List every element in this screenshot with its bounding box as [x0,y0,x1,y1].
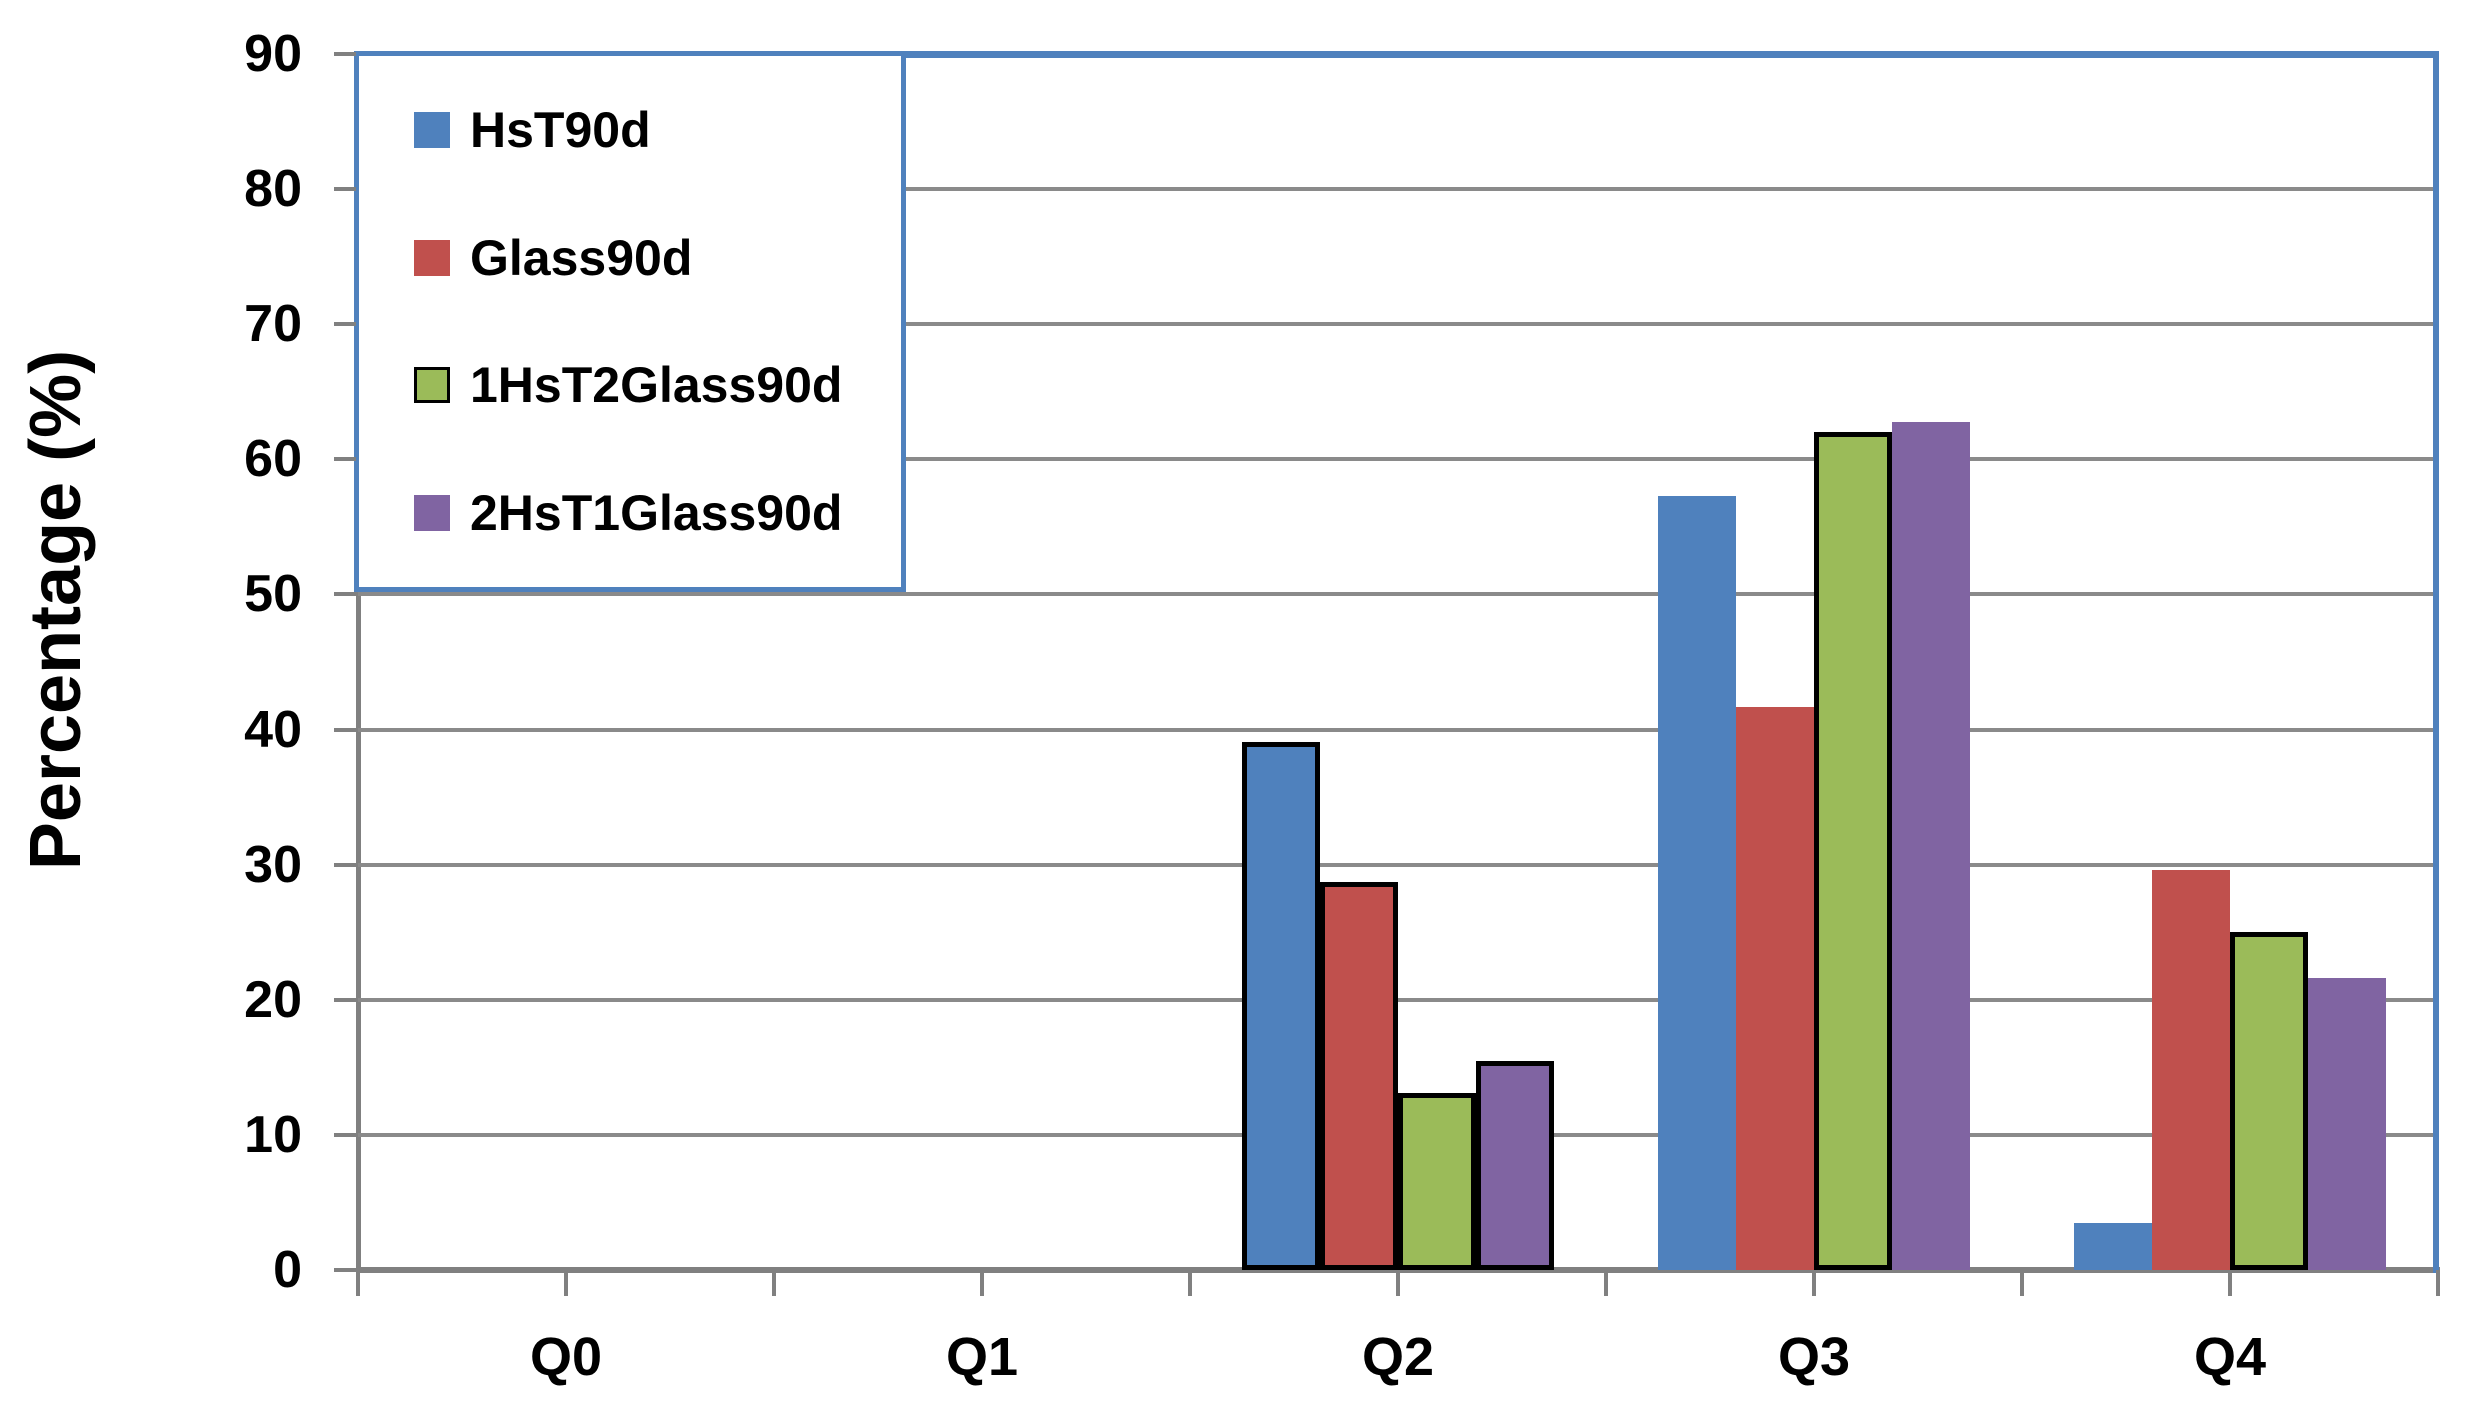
plot-border-top [358,51,2438,58]
y-tick-label-10: 10 [244,1105,302,1164]
y-tick-label-40: 40 [244,700,302,759]
legend-label-HsT90d: HsT90d [470,101,651,158]
x-tick-10 [2436,1270,2440,1296]
gridline-30 [358,862,2438,867]
legend-swatch-HsT90d [414,111,450,148]
gridline-20 [358,997,2438,1002]
bar-Glass90d-Q2 [1320,882,1398,1270]
bar-Glass90d-Q3 [1736,706,1814,1270]
legend-swatch-Glass90d [414,239,450,276]
x-category-label-Q1: Q1 [945,1327,1019,1387]
bar-2HsT1Glass90d-Q2 [1476,1060,1554,1270]
y-tick-80 [334,187,356,192]
gridline-40 [358,727,2438,732]
y-tick-label-50: 50 [244,565,302,624]
gridline-70 [358,322,2438,327]
legend-item-2HsT1Glass90d: 2HsT1Glass90d [414,484,901,542]
legend-label-1HsT2Glass90d: 1HsT2Glass90d [470,357,843,414]
legend-swatch-2HsT1Glass90d [414,495,450,532]
gridline-50 [358,592,2438,597]
x-category-label-Q3: Q3 [1777,1327,1851,1387]
bar-2HsT1Glass90d-Q3 [1892,421,1970,1270]
x-tick-6 [1604,1270,1608,1296]
y-tick-label-20: 20 [244,970,302,1029]
bar-HsT90d-Q4 [2074,1222,2152,1270]
legend: HsT90d Glass90d 1HsT2Glass90d 2HsT1Glass90d [354,51,906,592]
gridline-60 [358,457,2438,462]
x-tick-3 [980,1270,984,1296]
y-tick-90 [334,52,356,56]
y-tick-50 [334,592,356,597]
bar-HsT90d-Q3 [1658,495,1736,1270]
y-tick-70 [334,322,356,327]
legend-item-Glass90d: Glass90d [414,229,901,287]
y-tick-label-0: 0 [273,1241,302,1299]
y-tick-10 [334,1132,356,1137]
x-tick-5 [1396,1270,1400,1296]
x-tick-9 [2228,1270,2232,1296]
x-tick-0 [356,1270,360,1296]
y-tick-40 [334,727,356,732]
x-tick-2 [772,1270,776,1296]
bar-2HsT1Glass90d-Q4 [2308,978,2386,1270]
y-tick-60 [334,457,356,462]
bar-1HsT2Glass90d-Q2 [1398,1093,1476,1270]
gridline-80 [358,187,2438,192]
x-tick-8 [2020,1270,2024,1296]
x-category-label-Q2: Q2 [1361,1327,1435,1387]
bar-Glass90d-Q4 [2152,870,2230,1270]
bar-1HsT2Glass90d-Q4 [2230,932,2308,1270]
legend-item-1HsT2Glass90d: 1HsT2Glass90d [414,356,901,414]
y-tick-label-60: 60 [244,430,302,489]
legend-label-2HsT1Glass90d: 2HsT1Glass90d [470,485,843,542]
y-axis-title: Percentage (%) [16,349,96,871]
x-tick-1 [564,1270,568,1296]
y-tick-label-70: 70 [244,295,302,354]
y-tick-20 [334,997,356,1002]
y-tick-label-80: 80 [244,160,302,219]
plot-border-right [2433,51,2439,1273]
x-tick-4 [1188,1270,1192,1296]
y-tick-label-30: 30 [244,835,302,894]
x-category-label-Q0: Q0 [529,1327,603,1387]
legend-label-Glass90d: Glass90d [470,229,693,286]
legend-item-HsT90d: HsT90d [414,101,901,159]
bar-HsT90d-Q2 [1242,741,1320,1270]
x-category-label-Q4: Q4 [2193,1327,2267,1387]
y-tick-0 [334,1268,356,1272]
y-tick-label-90: 90 [244,25,302,83]
y-tick-30 [334,862,356,867]
x-tick-7 [1812,1270,1816,1296]
y-axis-line [356,54,361,1270]
legend-swatch-1HsT2Glass90d [414,367,450,404]
bar-1HsT2Glass90d-Q3 [1814,432,1892,1270]
